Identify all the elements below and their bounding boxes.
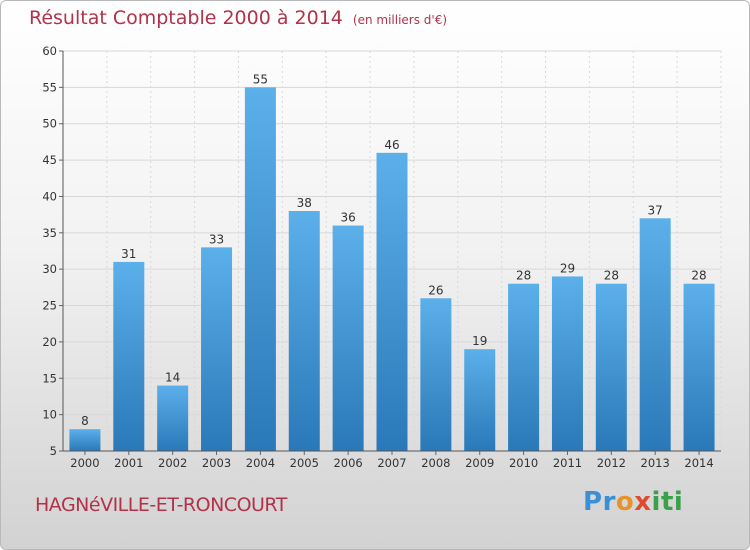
- bar: [244, 87, 276, 451]
- y-tick-label: 30: [42, 262, 57, 276]
- logo-letter: o: [615, 487, 635, 517]
- title-text: Résultat Comptable 2000 à 2014: [29, 7, 343, 29]
- y-tick-label: 35: [42, 226, 57, 240]
- bar-value-label: 14: [165, 371, 180, 385]
- bar-value-label: 55: [253, 72, 268, 86]
- bar: [332, 225, 364, 451]
- y-tick-label: 60: [42, 44, 57, 58]
- bar-value-label: 28: [604, 269, 619, 283]
- bar: [595, 283, 627, 451]
- y-tick-label: 45: [42, 153, 57, 167]
- x-tick-label: 2014: [684, 456, 713, 470]
- x-tick-label: 2008: [421, 456, 450, 470]
- bar-value-label: 37: [648, 203, 663, 217]
- y-tick-label: 20: [42, 335, 57, 349]
- bar-value-label: 29: [560, 261, 575, 275]
- bar: [376, 152, 408, 451]
- x-tick-label: 2012: [597, 456, 626, 470]
- logo-letter: i: [673, 487, 684, 517]
- y-tick-label: 15: [42, 371, 57, 385]
- x-tick-label: 2001: [114, 456, 143, 470]
- chart-subtitle: (en milliers d'€): [352, 13, 448, 27]
- x-tick-label: 2002: [158, 456, 187, 470]
- x-tick-label: 2006: [333, 456, 362, 470]
- bar: [551, 276, 583, 451]
- y-tick-label: 40: [42, 189, 57, 203]
- x-tick-label: 2009: [465, 456, 494, 470]
- bar-value-label: 33: [209, 232, 224, 246]
- bar: [113, 261, 145, 451]
- bar: [683, 283, 715, 451]
- bar-value-label: 28: [691, 269, 706, 283]
- bar-value-label: 8: [81, 414, 89, 428]
- y-tick-label: 50: [42, 117, 57, 131]
- bar: [288, 211, 320, 451]
- x-tick-label: 2005: [290, 456, 319, 470]
- bar-value-label: 36: [340, 211, 355, 225]
- bars: 8 31 14 33 55 38 36 46 26 19 28 29 28 37 28: [69, 72, 715, 451]
- bar: [639, 218, 671, 451]
- logo-letter: t: [660, 487, 674, 517]
- x-tick-label: 2010: [509, 456, 538, 470]
- logo-letter: i: [651, 487, 661, 517]
- x-tick-label: 2011: [553, 456, 582, 470]
- proxiti-logo: Proxiti: [583, 487, 683, 517]
- bar-value-label: 31: [121, 247, 136, 261]
- x-tick-label: 2004: [246, 456, 275, 470]
- bar-value-label: 26: [428, 283, 443, 297]
- bar: [508, 283, 540, 451]
- logo-letter: r: [602, 487, 616, 517]
- x-tick-label: 2000: [70, 456, 99, 470]
- x-tick-label: 2007: [377, 456, 406, 470]
- chart-title: Résultat Comptable 2000 à 2014 (en millie…: [29, 7, 447, 29]
- x-tick-label: 2013: [641, 456, 670, 470]
- bar-value-label: 19: [472, 334, 487, 348]
- bar-value-label: 46: [384, 138, 399, 152]
- logo-letter: x: [634, 487, 652, 517]
- bar: [420, 298, 452, 451]
- commune-name: HAGNéVILLE-ET-RONCOURT: [35, 494, 287, 516]
- axes: 5 10 15 20 25 30 35 40 45 50 55 60 2000 2001 2002 2003 2…: [42, 44, 721, 470]
- x-tick-label: 2003: [202, 456, 231, 470]
- bar: [464, 349, 496, 451]
- y-tick-label: 5: [50, 444, 57, 458]
- bar-value-label: 38: [297, 196, 312, 210]
- bar: [201, 247, 233, 451]
- bar: [69, 429, 101, 451]
- y-tick-label: 25: [42, 299, 57, 313]
- bar: [157, 385, 189, 451]
- logo-letter: P: [583, 487, 603, 517]
- y-tick-label: 10: [42, 408, 57, 422]
- bar-value-label: 28: [516, 269, 531, 283]
- y-tick-label: 55: [42, 80, 57, 94]
